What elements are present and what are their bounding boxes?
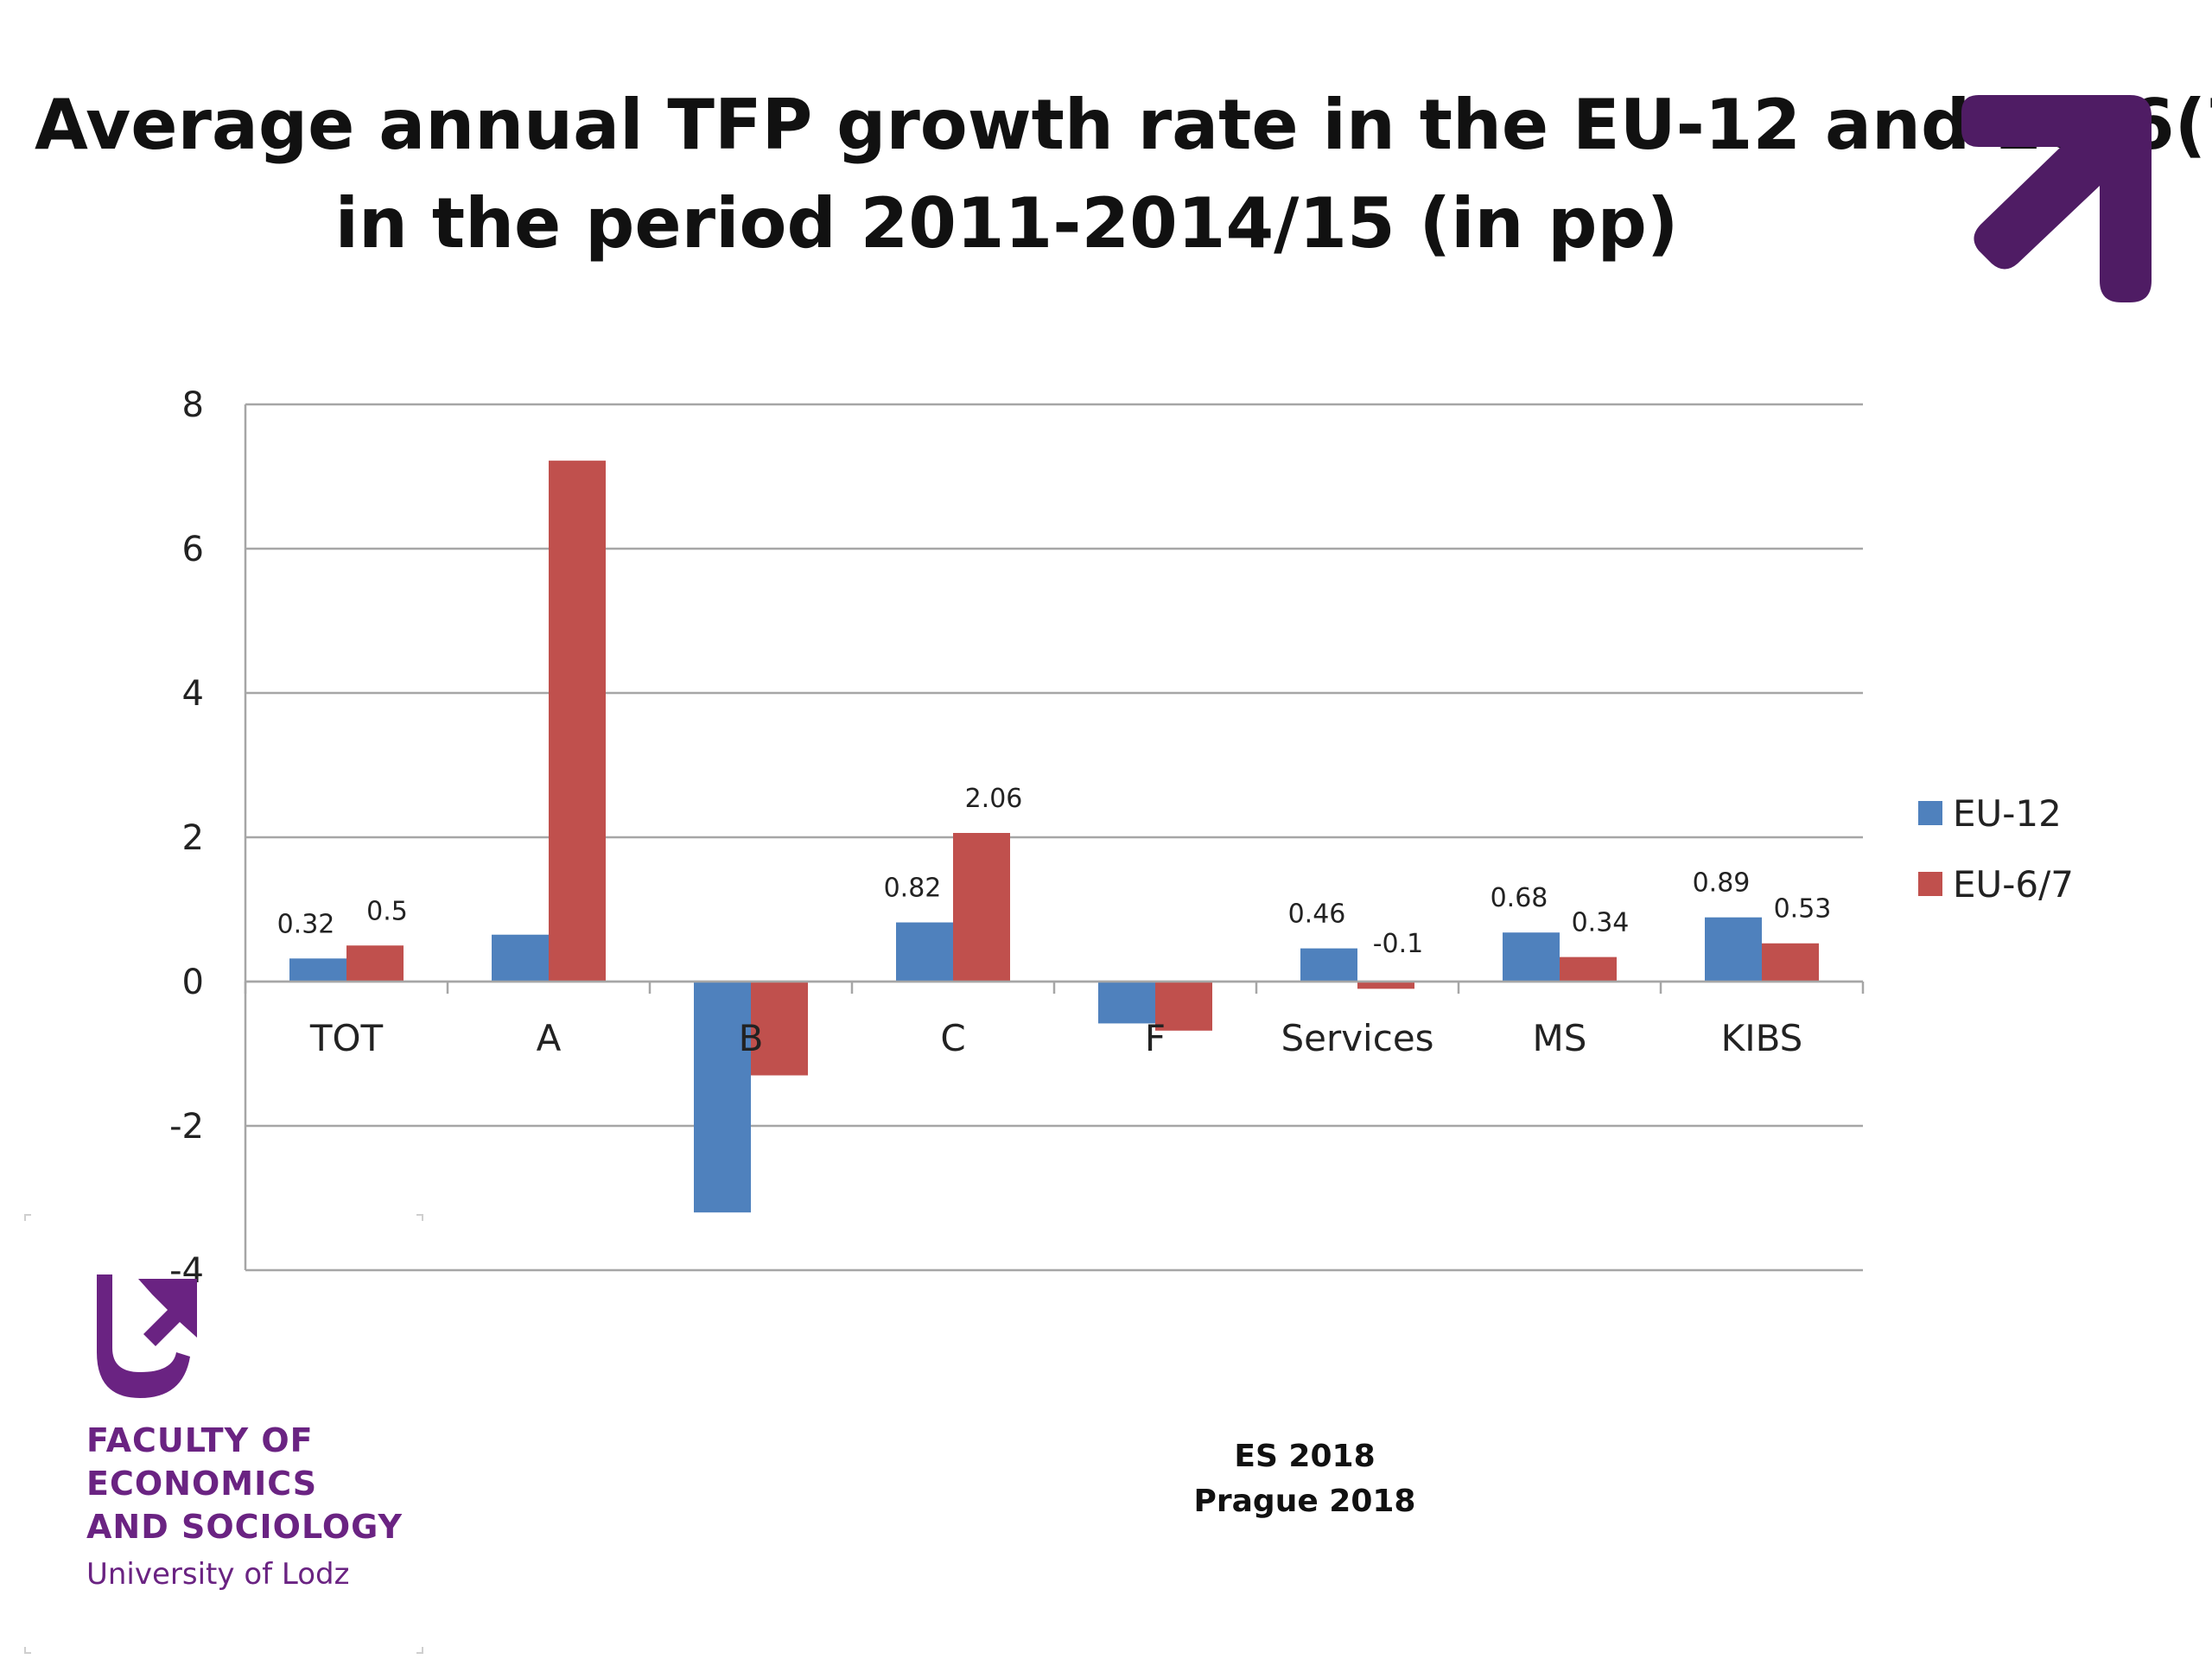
- chart-legend: EU-12 EU-6/7: [1918, 778, 2074, 919]
- data-label-eu67-c: 2.06: [965, 784, 1023, 814]
- data-label-eu12-ms: 0.68: [1491, 883, 1548, 913]
- footer-line1: ES 2018: [1234, 1439, 1376, 1474]
- bar-eu67-kibs: [1762, 943, 1819, 982]
- bar-eu12-tot: [289, 958, 346, 982]
- y-tick-label: 4: [182, 674, 204, 714]
- legend-item-eu12: EU-12: [1918, 778, 2074, 849]
- legend-label-eu67: EU-6/7: [1953, 862, 2075, 906]
- faculty-name-line3: AND SOCIOLOGY: [86, 1508, 404, 1546]
- frame-corner-bottom-left: [24, 1647, 31, 1654]
- axes: [244, 404, 1865, 1270]
- data-label-eu12-kibs: 0.89: [1693, 868, 1751, 899]
- x-category-label-kibs: KIBS: [1721, 1017, 1803, 1059]
- y-tick-label: 2: [182, 818, 204, 858]
- bar-eu12-kibs: [1705, 917, 1762, 982]
- gridlines: [245, 403, 1863, 1272]
- data-label-eu12-c: 0.82: [884, 874, 942, 904]
- bar-eu12-a: [492, 934, 549, 982]
- data-label-eu67-services: -0.1: [1373, 929, 1424, 959]
- bar-eu67-tot: [346, 945, 404, 982]
- university-name: University of Lodz: [86, 1557, 350, 1592]
- x-category-label-services: Services: [1281, 1017, 1433, 1059]
- legend-swatch-eu67: [1918, 872, 1942, 896]
- data-label-eu12-services: 0.46: [1288, 899, 1346, 930]
- x-category-label-tot: TOT: [309, 1017, 384, 1059]
- data-label-eu12-tot: 0.32: [277, 909, 335, 939]
- bar-eu67-ms: [1560, 957, 1617, 982]
- faculty-name-line1: FACULTY OF: [86, 1421, 314, 1459]
- legend-swatch-eu12: [1918, 801, 1942, 825]
- bar-eu67-services: [1357, 982, 1414, 989]
- y-tick-label: -2: [169, 1107, 204, 1147]
- y-tick-label: 0: [182, 963, 204, 1002]
- bars: [289, 461, 1819, 1213]
- faculty-name-line2: ECONOMICS: [86, 1465, 318, 1503]
- data-label-eu67-ms: 0.34: [1572, 908, 1630, 938]
- y-tick-label: 6: [182, 530, 204, 569]
- bar-eu12-c: [896, 922, 953, 982]
- bar-eu12-b: [694, 982, 751, 1213]
- x-category-label-a: A: [537, 1017, 562, 1059]
- legend-label-eu12: EU-12: [1953, 791, 2062, 835]
- legend-item-eu67: EU-6/7: [1918, 849, 2074, 919]
- faculty-name: FACULTY OF ECONOMICS AND SOCIOLOGY: [86, 1419, 449, 1548]
- faculty-logo-block: FACULTY OF ECONOMICS AND SOCIOLOGY Unive…: [86, 1270, 449, 1592]
- bar-eu67-b: [751, 982, 808, 1076]
- data-label-eu67-kibs: 0.53: [1774, 894, 1832, 925]
- bar-eu12-ms: [1503, 932, 1560, 982]
- bar-eu12-services: [1300, 948, 1357, 982]
- x-category-label-b: B: [739, 1017, 764, 1059]
- event-footer: ES 2018 Prague 2018: [1132, 1434, 1478, 1524]
- purple-arrow-logo-icon: [1961, 95, 2152, 302]
- x-category-label-ms: MS: [1533, 1017, 1587, 1059]
- frame-corner-bottom-right: [416, 1647, 423, 1654]
- slide-title-line1: Average annual TFP growth rate in the EU…: [35, 85, 2212, 165]
- y-tick-label: 8: [182, 385, 204, 425]
- x-category-label-f: F: [1145, 1017, 1166, 1059]
- bar-eu67-c: [953, 832, 1010, 982]
- data-label-eu67-tot: 0.5: [366, 896, 408, 926]
- bar-eu67-a: [549, 461, 606, 982]
- frame-corner-top-right: [416, 1214, 423, 1221]
- slide-title: Average annual TFP growth rate in the EU…: [35, 76, 2212, 273]
- bar-eu67-f: [1155, 982, 1212, 1031]
- faculty-logo-icon: [97, 1274, 197, 1398]
- x-category-label-c: C: [940, 1017, 965, 1059]
- bar-eu12-f: [1098, 982, 1155, 1024]
- footer-line2: Prague 2018: [1193, 1484, 1416, 1519]
- frame-corner-top-left: [24, 1214, 31, 1221]
- slide-title-line2: in the period 2011-2014/15 (in pp): [334, 183, 1679, 264]
